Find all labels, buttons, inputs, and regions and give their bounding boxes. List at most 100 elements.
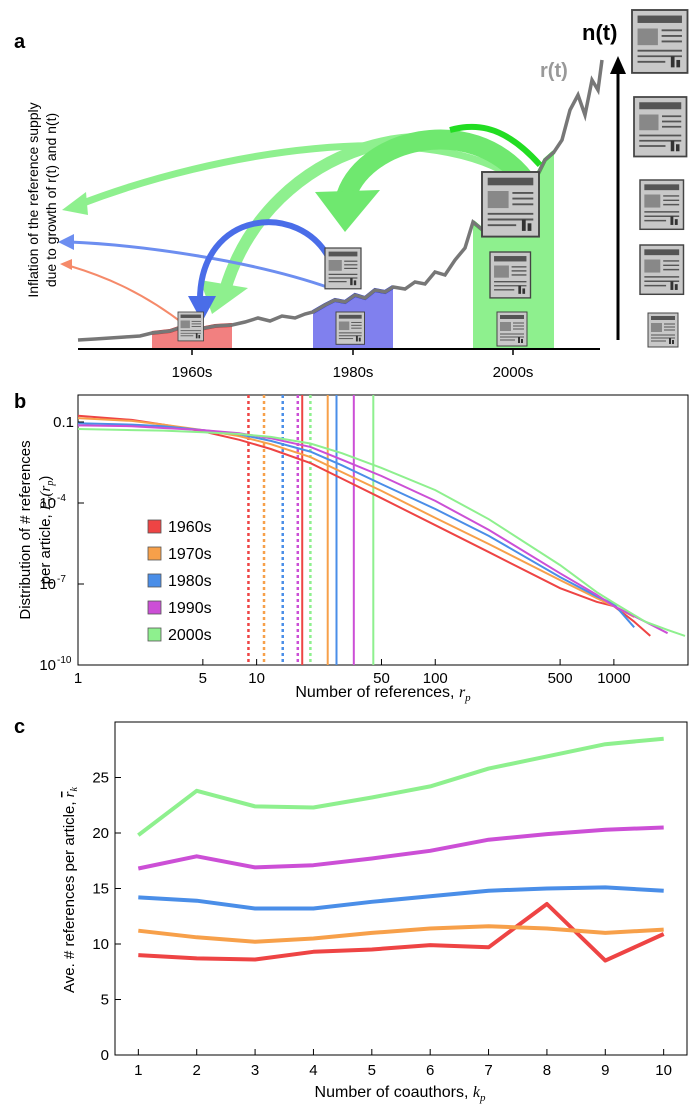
panel-a-letter: a — [14, 31, 26, 53]
newspaper-icon — [335, 311, 365, 345]
arrowhead-1980s-far — [58, 234, 74, 250]
arrow-1980s-near — [197, 219, 333, 301]
panel-c-ylabel-var: r — [62, 791, 78, 797]
distribution-series — [77, 414, 686, 637]
panel-c: c 1 2 3 4 5 6 7 8 9 10 0 5 10 15 20 25 Number of coaut… — [14, 716, 688, 1104]
y-tick-exponent: -4 — [57, 493, 66, 504]
panel-a-ylabel: Inflation of the reference supply due to… — [25, 102, 59, 297]
panel-b-xlabel-main: Number of references, — [295, 684, 459, 701]
panel-b-ylabel-end: ) — [37, 476, 54, 481]
panel-b-letter: b — [14, 391, 26, 413]
panel-c-y-axis: 0 5 10 15 20 25 — [92, 770, 121, 1064]
panel-c-ylabel-text: Ave. # references per article, rk — [61, 786, 80, 993]
arrow-1980s-far — [69, 240, 331, 290]
x-tick-label: 4 — [309, 1062, 317, 1079]
coauthor-line-1970s — [138, 924, 664, 944]
coauthor-line-1980s — [138, 885, 664, 911]
panel-c-xlabel: Number of coauthors, kp — [315, 1084, 486, 1104]
panel-b-x-axis: 1 5 10 50 100 500 1000 — [74, 659, 631, 687]
series-line-1990s — [77, 424, 669, 635]
newspaper-icon — [324, 247, 362, 290]
x-tick-label: 10 — [248, 670, 265, 687]
panel-c-xlabel-sub: p — [479, 1092, 486, 1104]
arrow-2000s-top — [449, 123, 543, 167]
decade-label-2000s: 2000s — [493, 364, 534, 381]
panel-b-ylabel-main: per article, — [37, 510, 54, 584]
legend-swatch-2000s — [147, 627, 162, 642]
panel-b-ylabel: Distribution of # references per article… — [17, 440, 56, 619]
x-tick-label: 3 — [251, 1062, 259, 1079]
decade-label-1960s: 1960s — [172, 364, 213, 381]
y-tick-label: 0 — [101, 1047, 109, 1064]
panel-b-frame — [77, 394, 689, 666]
legend-swatch-1960s — [147, 519, 162, 534]
legend-label-2000s: 2000s — [168, 627, 212, 644]
legend-label-1970s: 1970s — [168, 546, 212, 563]
panel-c-ylabel-sub: k — [69, 786, 80, 791]
panel-c-xlabel-var: k — [473, 1084, 481, 1101]
panel-b-legend: 1960s 1970s 1980s 1990s 2000s — [147, 519, 212, 644]
legend-label-1990s: 1990s — [168, 600, 212, 617]
panel-c-letter: c — [14, 716, 25, 738]
arrow-1960s — [69, 265, 186, 326]
y-tick-label: 10 — [39, 576, 56, 593]
panel-b-ylabel-var: P — [38, 501, 54, 511]
x-tick-label: 100 — [423, 670, 448, 687]
legend-swatch-1980s — [147, 573, 162, 588]
label-rt: r(t) — [540, 60, 568, 82]
panel-c-ylabel: Ave. # references per article, rk — [61, 786, 80, 993]
panel-b-xlabel-var: r — [459, 684, 466, 701]
arrowhead-2000s-far — [62, 192, 88, 215]
legend-swatch-1990s — [147, 600, 162, 615]
x-tick-label: 6 — [426, 1062, 434, 1079]
y-tick-label: 20 — [92, 825, 109, 842]
series-line-1970s — [77, 417, 635, 618]
x-tick-label: 5 — [368, 1062, 376, 1079]
x-tick-label: 10 — [655, 1062, 672, 1079]
y-tick-label: 10 — [39, 495, 56, 512]
panel-a-ylabel-line2: due to growth of r(t) and n(t) — [43, 113, 59, 287]
x-tick-label: 1 — [74, 670, 82, 687]
coauthor-line-2000s — [137, 736, 664, 837]
x-tick-label: 9 — [601, 1062, 609, 1079]
panel-b-ylabel-sub2: p — [45, 481, 56, 487]
panel-b-ylabel-sub: y — [45, 496, 56, 502]
arrowhead-2000s-near — [315, 190, 380, 232]
arrowhead-2000s-mid — [200, 280, 248, 314]
arrow-2000s-near — [335, 129, 533, 204]
newspaper-icon — [639, 179, 685, 231]
newspaper-icon — [481, 171, 540, 238]
mean-median-lines — [247, 395, 375, 665]
x-tick-label: 1000 — [597, 670, 630, 687]
series-line-1980s — [77, 422, 635, 628]
panel-c-ylabel-main: Ave. # references per article, — [61, 797, 78, 993]
x-tick-label: 1 — [134, 1062, 142, 1079]
coauthor-line-1990s — [137, 825, 664, 871]
arrowhead-1980s-near — [188, 296, 216, 322]
y-tick-label: 10 — [92, 936, 109, 953]
label-nt: n(t) — [582, 20, 617, 45]
panel-a-ylabel-line1: Inflation of the reference supply — [25, 102, 41, 297]
y-tick-label: 0.1 — [53, 414, 74, 431]
x-tick-label: 7 — [484, 1062, 492, 1079]
series-line-1960s — [77, 414, 651, 637]
panel-b-xlabel-sub: p — [464, 692, 471, 704]
panel-b-ylabel-line1: Distribution of # references — [17, 440, 34, 619]
panel-b-ylabel-line2: per article, Py(rp) — [37, 476, 56, 585]
newspaper-icon — [177, 311, 204, 342]
panel-b-xlabel: Number of references, rp — [295, 684, 471, 704]
y-tick-label: 5 — [101, 992, 109, 1009]
newspaper-icon — [631, 9, 689, 74]
y-tick-exponent: -7 — [57, 574, 66, 585]
panel-b-ylabel-paren: (r — [38, 486, 54, 497]
panel-c-x-axis: 1 2 3 4 5 6 7 8 9 10 — [134, 1049, 672, 1079]
y-tick-exponent: -10 — [57, 655, 72, 666]
nt-arrowhead — [610, 56, 626, 74]
coauthor-series — [137, 736, 665, 963]
panel-a: a Inflation of the reference supply due … — [14, 9, 689, 381]
newspaper-icon — [496, 311, 528, 347]
y-tick-label: 25 — [92, 770, 109, 787]
decade-label-1980s: 1980s — [333, 364, 374, 381]
